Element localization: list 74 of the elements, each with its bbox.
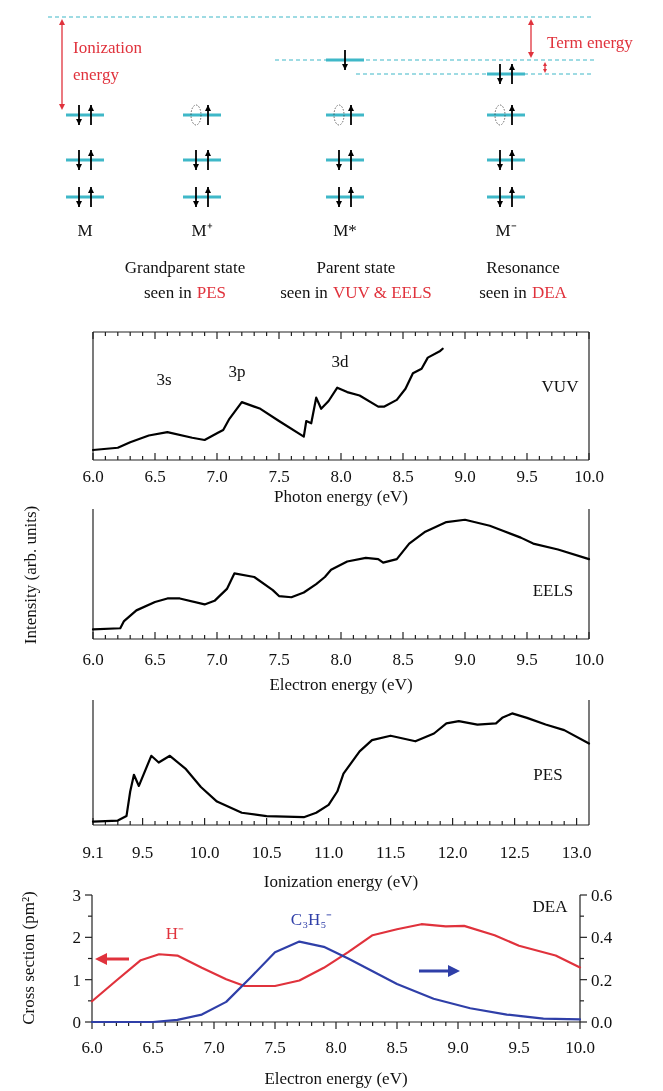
x-tick-label: 7.0 <box>203 1038 225 1057</box>
x-tick-label: 6.5 <box>144 650 166 669</box>
annotation: 3p <box>228 362 246 381</box>
annotation: 3s <box>156 370 172 389</box>
text: VUV <box>541 377 580 396</box>
series-label: C₃H₅⁻ <box>290 909 333 929</box>
x-tick-label: 6.0 <box>82 650 104 669</box>
x-tick-label: 12.5 <box>499 843 530 862</box>
x-tick-label: 7.5 <box>268 467 290 486</box>
text: DEA <box>531 283 568 302</box>
x-tick-label: 10.0 <box>574 650 604 669</box>
x-tick-label: 12.0 <box>437 843 468 862</box>
x-tick-label: 8.0 <box>330 467 352 486</box>
x-tick-label: 9.1 <box>82 843 104 862</box>
x-tick-label: 8.0 <box>330 650 352 669</box>
y-axis-title: Cross section (pm²) <box>19 891 38 1025</box>
y-tick-label: 3 <box>72 886 81 905</box>
text: M <box>77 221 93 240</box>
x-tick-label: 6.0 <box>81 1038 103 1057</box>
x-tick-label: 10.0 <box>574 467 604 486</box>
y-tick-label: 1 <box>72 970 81 990</box>
x-tick-label: 9.5 <box>516 467 538 486</box>
text: Ionization energy <box>73 38 143 84</box>
y2-tick-label: 0.2 <box>591 970 613 990</box>
text: M* <box>333 221 357 240</box>
x-tick-label: 9.5 <box>131 843 154 862</box>
x-tick-label: 10.0 <box>565 1038 595 1057</box>
x-tick-label: 8.5 <box>386 1038 408 1057</box>
text: EELS <box>532 581 574 600</box>
text: seen in <box>143 283 193 302</box>
x-tick-label: 7.5 <box>264 1038 286 1057</box>
x-tick-label: 7.0 <box>206 467 228 486</box>
x-tick-label: 9.0 <box>447 1038 469 1057</box>
text: seen in <box>280 283 329 302</box>
text: Resonance <box>486 258 560 277</box>
text: PES <box>533 765 563 784</box>
text: Term energy <box>547 33 634 52</box>
annotation: 3d <box>331 352 349 371</box>
y2-tick-label: 0.6 <box>591 886 613 905</box>
x-tick-label: 8.5 <box>392 650 414 669</box>
text: Parent state <box>316 258 396 277</box>
x-axis-title: Electron energy (eV) <box>264 1069 408 1088</box>
y-axis-title: Intensity (arb. units) <box>21 505 40 645</box>
x-axis-title: Ionization energy (eV) <box>263 872 419 891</box>
y-tick-label: 2 <box>72 928 81 948</box>
text: M⁺ <box>191 221 213 240</box>
series-label: H⁻ <box>165 924 185 944</box>
x-tick-label: 6.5 <box>144 467 166 486</box>
x-tick-label: 11.0 <box>314 843 344 862</box>
text: PES <box>196 283 227 302</box>
x-tick-label: 8.0 <box>325 1038 347 1057</box>
x-tick-label: 9.0 <box>454 650 476 669</box>
y2-tick-label: 0.0 <box>591 1013 613 1032</box>
text: M⁻ <box>495 221 517 240</box>
x-tick-label: 9.5 <box>508 1038 530 1057</box>
text: seen in <box>479 283 528 302</box>
x-tick-label: 10.5 <box>251 843 282 862</box>
x-tick-label: 10.0 <box>189 843 220 862</box>
x-tick-label: 7.5 <box>268 650 290 669</box>
y2-tick-label: 0.4 <box>591 928 613 948</box>
x-axis-title: Photon energy (eV) <box>274 487 408 506</box>
y-tick-label: 0 <box>72 1013 81 1032</box>
x-tick-label: 11.5 <box>376 843 406 862</box>
x-tick-label: 7.0 <box>206 650 228 669</box>
x-axis-title: Electron energy (eV) <box>269 675 413 694</box>
x-tick-label: 8.5 <box>392 467 414 486</box>
text: VUV & EELS <box>332 283 432 302</box>
x-tick-label: 9.5 <box>516 650 538 669</box>
x-tick-label: 13.0 <box>561 843 592 862</box>
x-tick-label: 6.5 <box>142 1038 164 1057</box>
x-tick-label: 6.0 <box>82 467 104 486</box>
chart-title: DEA <box>532 897 569 916</box>
text: Grandparent state <box>124 258 246 277</box>
x-tick-label: 9.0 <box>454 467 476 486</box>
